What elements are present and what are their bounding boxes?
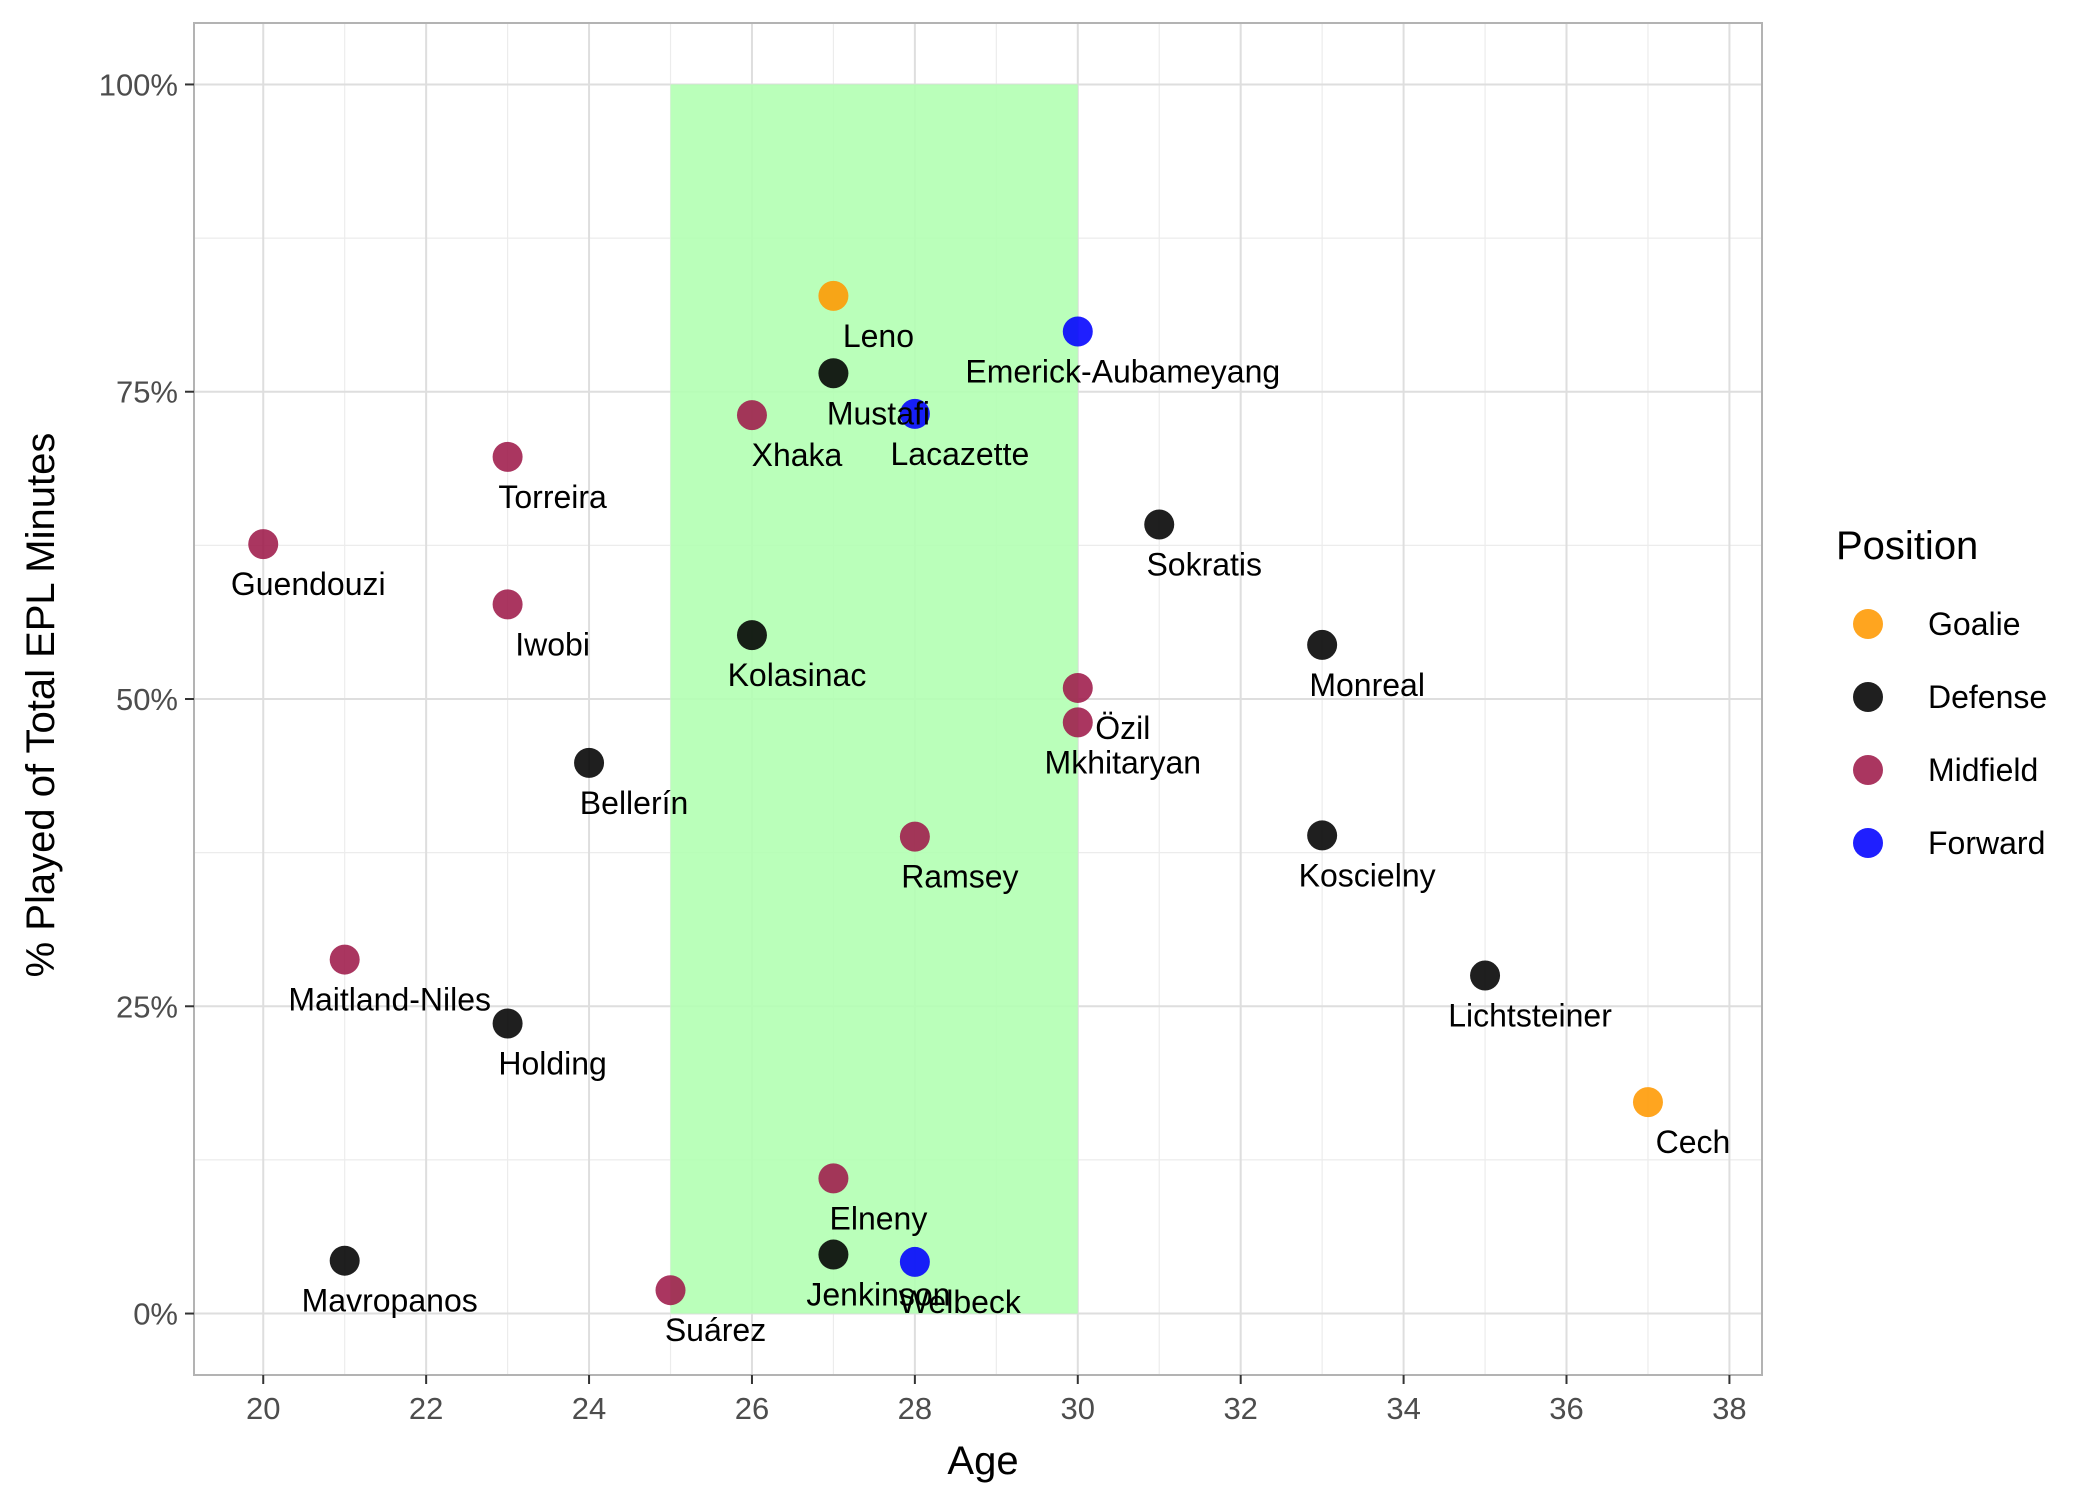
point-monreal	[1307, 629, 1338, 660]
point-label-elneny: Elneny	[829, 1200, 927, 1236]
point-bellerin	[574, 747, 605, 778]
point-emerick-aubameyang	[1062, 316, 1093, 347]
y-tick-label: 75%	[116, 375, 178, 410]
point-lichtsteiner	[1470, 960, 1501, 991]
legend-label-defense: Defense	[1928, 679, 2047, 715]
plot-area: Leno Cech Mustafi Sokratis Kolasinac Monreal B…	[193, 22, 1763, 1376]
x-tick-label: 20	[246, 1391, 280, 1426]
point-label-iwobi: Iwobi	[515, 626, 590, 662]
point-label-bellerin: Bellerín	[580, 785, 689, 821]
point-label-lichtsteiner: Lichtsteiner	[1448, 998, 1612, 1034]
legend: Position Goalie Defense Midfield Forward	[1836, 524, 2047, 861]
y-tick-label: 50%	[116, 682, 178, 717]
y-tick-label: 0%	[133, 1297, 178, 1332]
x-axis-title: Age	[947, 1439, 1018, 1483]
x-axis: 20 22 24 26 28 30 32 34 36 38	[246, 1375, 1747, 1426]
legend-key-defense	[1853, 682, 1883, 712]
point-label-koscielny: Koscielny	[1299, 857, 1436, 893]
point-mavropanos	[329, 1245, 360, 1276]
point-label-xhaka: Xhaka	[752, 437, 843, 473]
x-tick-label: 26	[735, 1391, 769, 1426]
point-label-welbeck: Welbeck	[899, 1284, 1022, 1320]
point-lacazette	[899, 398, 930, 429]
point-label-maitland-niles: Maitland-Niles	[288, 982, 491, 1018]
point-label-ozil: Özil	[1095, 710, 1150, 746]
legend-label-forward: Forward	[1928, 825, 2045, 861]
point-labels: Leno Cech Mustafi Sokratis Kolasinac Monreal B…	[231, 318, 1730, 1348]
point-label-kolasinac: Kolasinac	[728, 657, 867, 693]
point-suarez	[655, 1275, 686, 1306]
point-mkhitaryan	[1062, 707, 1093, 738]
point-label-monreal: Monreal	[1309, 667, 1425, 703]
y-tick-label: 100%	[99, 67, 178, 102]
point-guendouzi	[248, 529, 279, 560]
point-label-mavropanos: Mavropanos	[302, 1283, 478, 1319]
point-iwobi	[492, 589, 523, 620]
point-elneny	[818, 1163, 849, 1194]
point-maitland-niles	[329, 944, 360, 975]
y-tick-label: 25%	[116, 989, 178, 1024]
x-tick-label: 22	[409, 1391, 443, 1426]
point-torreira	[492, 441, 523, 472]
point-kolasinac	[736, 620, 767, 651]
legend-title: Position	[1836, 524, 1978, 568]
point-label-jenkinson: Jenkinson	[806, 1277, 950, 1313]
point-label-mkhitaryan: Mkhitaryan	[1045, 744, 1202, 780]
point-label-emerick-aubameyang: Emerick-Aubameyang	[965, 354, 1280, 390]
point-ozil	[1062, 672, 1093, 703]
point-label-mustafi: Mustafi	[827, 395, 930, 431]
point-label-torreira: Torreira	[498, 479, 607, 515]
x-tick-label: 32	[1223, 1391, 1257, 1426]
point-holding	[492, 1008, 523, 1039]
point-label-guendouzi: Guendouzi	[231, 566, 386, 602]
legend-key-forward	[1853, 828, 1883, 858]
highlight-band	[670, 84, 1078, 1314]
x-tick-label: 30	[1061, 1391, 1095, 1426]
point-ramsey	[899, 821, 930, 852]
point-label-cech: Cech	[1656, 1124, 1731, 1160]
point-xhaka	[736, 400, 767, 431]
point-label-suarez: Suárez	[665, 1312, 766, 1348]
legend-label-goalie: Goalie	[1928, 606, 2021, 642]
point-welbeck	[899, 1246, 930, 1277]
data-points	[248, 280, 1663, 1306]
x-tick-label: 38	[1712, 1391, 1746, 1426]
legend-entries: Goalie Defense Midfield Forward	[1853, 606, 2047, 861]
point-leno	[818, 280, 849, 311]
point-mustafi	[818, 358, 849, 389]
point-jenkinson	[818, 1239, 849, 1270]
point-koscielny	[1307, 820, 1338, 851]
point-label-lacazette: Lacazette	[890, 436, 1029, 472]
legend-key-goalie	[1853, 609, 1883, 639]
point-sokratis	[1144, 509, 1175, 540]
legend-label-midfield: Midfield	[1928, 752, 2038, 788]
legend-key-midfield	[1853, 755, 1883, 785]
x-tick-label: 36	[1549, 1391, 1583, 1426]
point-cech	[1632, 1087, 1663, 1118]
x-tick-label: 24	[572, 1391, 606, 1426]
y-axis: 0% 25% 50% 75% 100%	[99, 67, 194, 1332]
point-label-leno: Leno	[843, 318, 914, 354]
x-tick-label: 28	[898, 1391, 932, 1426]
point-label-sokratis: Sokratis	[1146, 546, 1262, 582]
point-label-holding: Holding	[498, 1045, 607, 1081]
x-tick-label: 34	[1386, 1391, 1420, 1426]
y-axis-title: % Played of Total EPL Minutes	[19, 433, 63, 978]
point-label-ramsey: Ramsey	[901, 859, 1018, 895]
